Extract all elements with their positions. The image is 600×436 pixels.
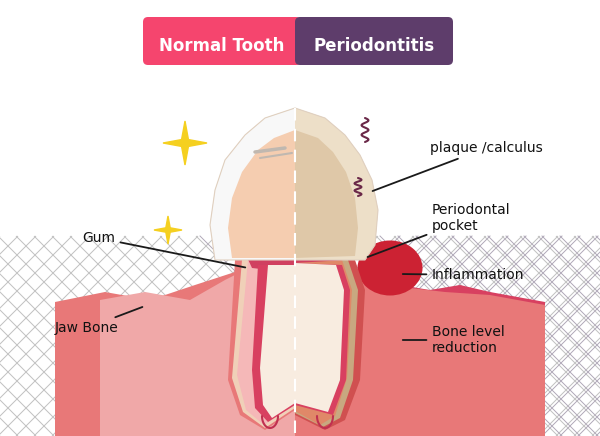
Polygon shape — [237, 258, 295, 425]
Polygon shape — [154, 216, 182, 244]
Text: Inflammation: Inflammation — [403, 268, 524, 282]
FancyBboxPatch shape — [143, 17, 301, 65]
Ellipse shape — [358, 241, 422, 296]
FancyBboxPatch shape — [295, 17, 453, 65]
Text: Normal Tooth: Normal Tooth — [160, 37, 284, 55]
Text: Bone level
reduction: Bone level reduction — [403, 325, 505, 355]
Polygon shape — [295, 330, 545, 436]
Polygon shape — [295, 205, 350, 263]
Polygon shape — [210, 108, 295, 260]
Polygon shape — [295, 258, 352, 425]
Polygon shape — [295, 330, 545, 436]
Polygon shape — [228, 258, 295, 430]
Polygon shape — [55, 298, 295, 436]
Polygon shape — [295, 108, 378, 260]
Polygon shape — [228, 130, 295, 258]
Polygon shape — [100, 254, 295, 436]
Text: Jaw Bone: Jaw Bone — [55, 307, 142, 335]
Polygon shape — [55, 298, 295, 436]
Polygon shape — [295, 255, 545, 436]
Polygon shape — [295, 330, 545, 436]
Polygon shape — [295, 263, 350, 415]
Text: plaque /calculus: plaque /calculus — [373, 141, 543, 191]
Polygon shape — [295, 258, 365, 430]
Polygon shape — [295, 263, 344, 412]
Polygon shape — [295, 130, 358, 258]
Polygon shape — [252, 265, 295, 422]
Text: Gum: Gum — [82, 231, 245, 267]
Polygon shape — [163, 121, 207, 165]
Polygon shape — [295, 258, 545, 436]
Text: Periodontitis: Periodontitis — [313, 37, 434, 55]
Polygon shape — [246, 205, 295, 270]
Polygon shape — [295, 258, 358, 427]
Text: Periodontal
pocket: Periodontal pocket — [368, 203, 511, 257]
Polygon shape — [55, 252, 295, 436]
Polygon shape — [55, 298, 295, 436]
Polygon shape — [210, 108, 378, 260]
Polygon shape — [260, 265, 295, 418]
Polygon shape — [232, 258, 295, 428]
